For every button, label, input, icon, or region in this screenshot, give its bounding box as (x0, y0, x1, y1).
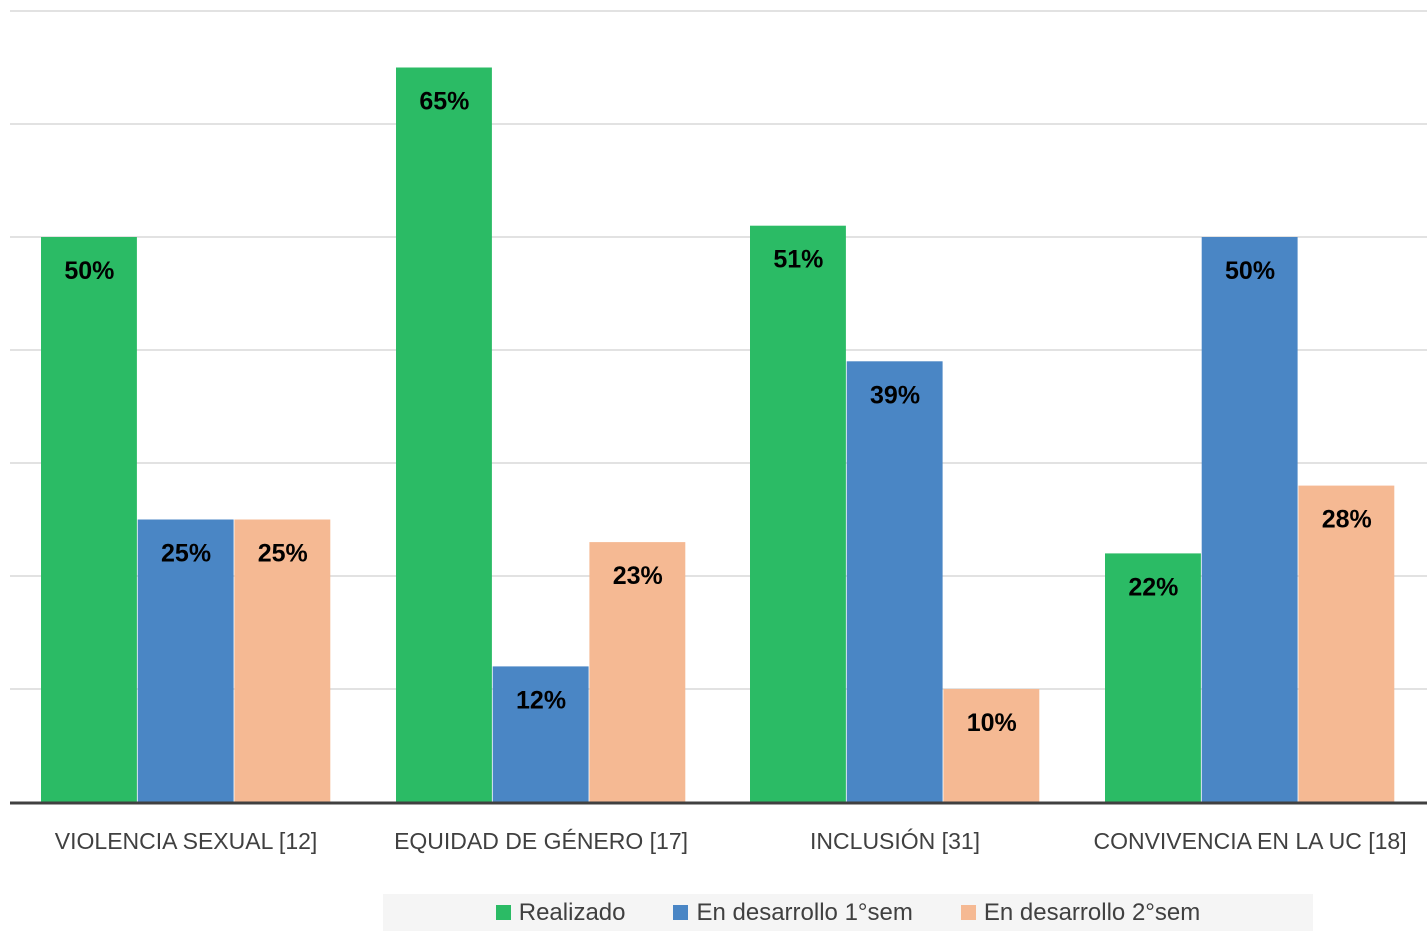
data-label: 50% (1225, 257, 1275, 285)
category-label: VIOLENCIA SEXUAL [12] (55, 828, 318, 854)
bar (1298, 485, 1395, 802)
legend-swatch (960, 905, 976, 920)
bar (943, 689, 1040, 802)
bar-chart: 50% 25% 25% 65% 12% 23% 51% 39% 10% 22% 50% 28% VIO… (10, 10, 1427, 854)
data-label: 50% (64, 257, 114, 285)
legend-item: Realizado (495, 898, 626, 927)
category-label: EQUIDAD DE GÉNERO [17] (394, 828, 688, 854)
category-label: CONVIVENCIA EN LA UC [18] (1093, 828, 1406, 854)
data-label: 25% (258, 540, 308, 568)
data-label: 51% (773, 246, 823, 274)
data-labels: 50% 25% 25% 65% 12% 23% 51% 39% 10% 22% 50% 28% (64, 88, 1371, 738)
bar (589, 542, 686, 802)
legend-label: En desarrollo 2°sem (983, 898, 1201, 926)
legend-item: En desarrollo 1°sem (673, 898, 913, 927)
data-label: 65% (419, 88, 469, 116)
bar (41, 237, 137, 802)
data-label: 28% (1322, 506, 1372, 534)
bar (846, 361, 943, 802)
category-labels: VIOLENCIA SEXUAL [12] EQUIDAD DE GÉNERO [… (55, 828, 1407, 854)
data-label: 39% (870, 381, 920, 409)
bar (750, 225, 846, 802)
bar (492, 666, 589, 802)
legend-swatch (673, 905, 689, 920)
legend: Realizado En desarrollo 1°sem En desarroll… (383, 894, 1313, 931)
legend-item: En desarrollo 2°sem (960, 898, 1201, 927)
data-label: 10% (967, 709, 1017, 737)
legend-swatch (495, 905, 511, 920)
bar (234, 519, 331, 802)
bar (396, 67, 492, 802)
legend-label: Realizado (518, 898, 626, 926)
legend-label: En desarrollo 1°sem (696, 898, 913, 926)
data-label: 23% (613, 562, 663, 590)
bar (1201, 237, 1298, 802)
category-label: INCLUSIÓN [31] (810, 828, 980, 854)
bars (41, 67, 1395, 802)
bar (137, 519, 234, 802)
data-label: 22% (1128, 573, 1178, 601)
data-label: 25% (161, 540, 211, 568)
bar (1105, 553, 1201, 802)
data-label: 12% (516, 686, 566, 714)
